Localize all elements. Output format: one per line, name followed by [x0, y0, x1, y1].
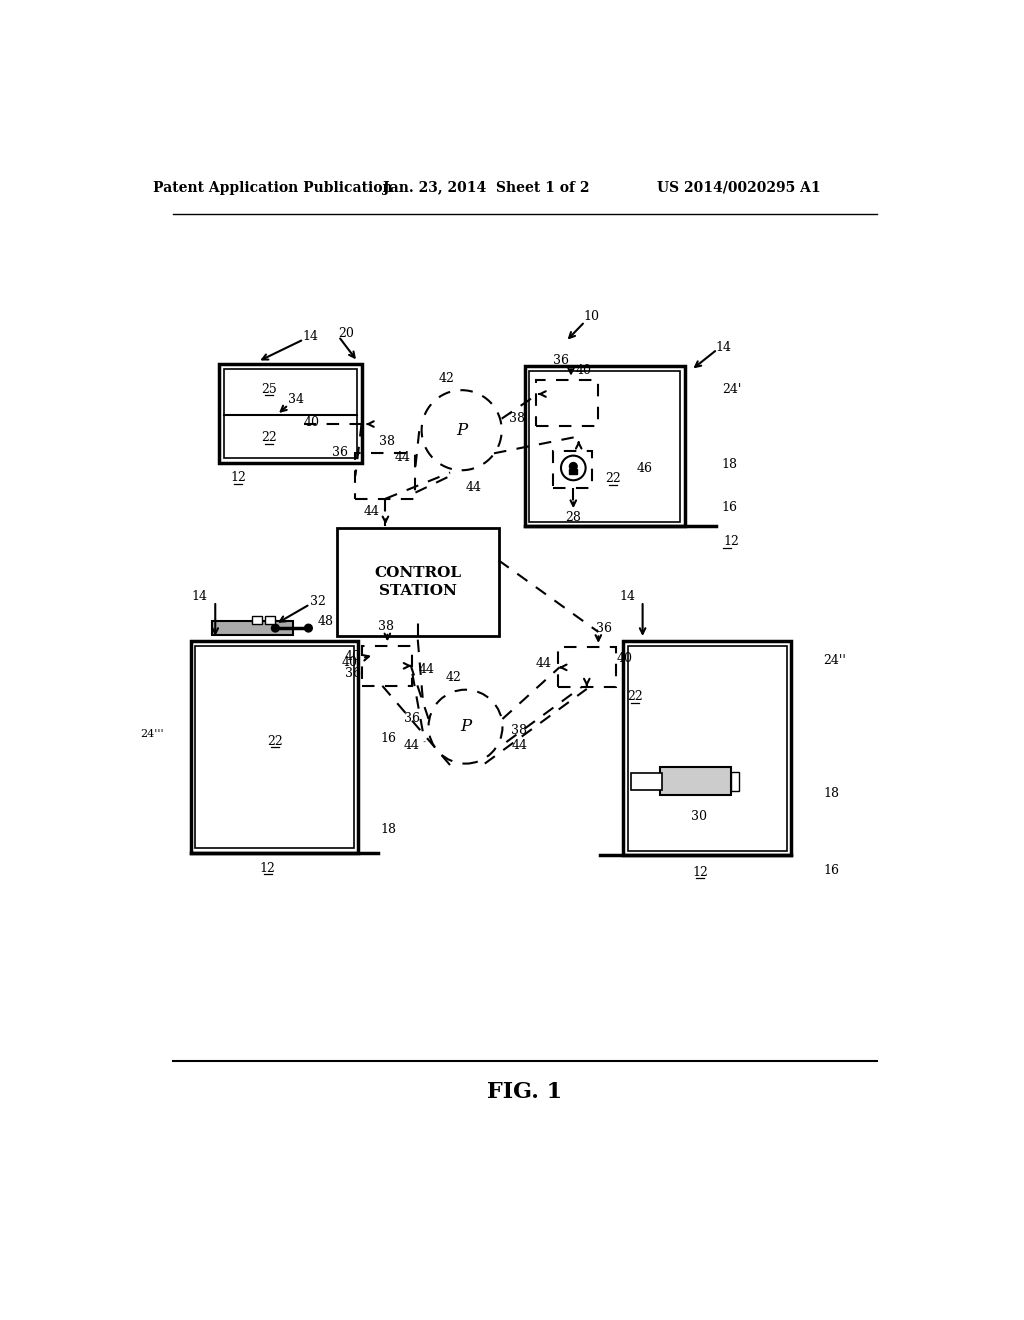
Text: 12: 12 [230, 471, 247, 484]
Text: 22: 22 [605, 473, 622, 486]
Bar [558, 647, 615, 688]
Text: 46: 46 [636, 462, 652, 475]
Bar [631, 774, 662, 789]
Text: 38: 38 [378, 620, 394, 634]
Bar [660, 767, 731, 795]
Bar [529, 371, 680, 521]
Text: 14: 14 [302, 330, 318, 343]
Bar [223, 368, 357, 458]
Bar [624, 642, 792, 855]
Text: Patent Application Publication: Patent Application Publication [154, 181, 393, 194]
Text: 20: 20 [338, 326, 354, 339]
Text: 44: 44 [364, 504, 380, 517]
Text: 34: 34 [288, 393, 304, 407]
Text: 16: 16 [722, 500, 738, 513]
Text: P: P [456, 421, 467, 438]
Circle shape [569, 462, 578, 470]
Text: 44: 44 [418, 664, 434, 676]
Bar [337, 528, 499, 636]
Text: 36: 36 [332, 446, 348, 459]
Bar [628, 645, 786, 850]
Bar [190, 642, 358, 853]
Bar [524, 367, 685, 527]
Text: 25: 25 [261, 383, 278, 396]
Bar [569, 470, 578, 474]
Text: 24'': 24'' [823, 653, 847, 667]
Text: 36: 36 [403, 713, 420, 726]
Text: 30: 30 [691, 810, 707, 824]
Text: 38: 38 [379, 436, 395, 449]
Text: 38: 38 [511, 723, 527, 737]
Text: 14: 14 [191, 590, 208, 603]
Bar [731, 772, 739, 791]
Text: 48: 48 [317, 615, 334, 628]
Bar [264, 615, 274, 624]
Bar [537, 380, 598, 426]
Text: 36: 36 [553, 354, 569, 367]
Text: 14: 14 [620, 590, 635, 603]
Bar [355, 453, 416, 499]
Text: 44: 44 [394, 450, 411, 463]
Text: 40: 40 [345, 649, 361, 663]
Text: 22: 22 [267, 735, 284, 748]
Text: 40: 40 [577, 363, 592, 376]
Text: 24': 24' [722, 383, 741, 396]
Text: 16: 16 [823, 865, 840, 878]
Text: 12: 12 [260, 862, 275, 875]
Bar [362, 645, 413, 686]
Text: FIG. 1: FIG. 1 [487, 1081, 562, 1102]
Circle shape [271, 624, 280, 632]
Bar [252, 615, 262, 624]
Text: 44: 44 [511, 739, 527, 752]
Circle shape [304, 624, 312, 632]
Text: 12: 12 [692, 866, 709, 879]
Text: Jan. 23, 2014  Sheet 1 of 2: Jan. 23, 2014 Sheet 1 of 2 [383, 181, 590, 194]
Text: 18: 18 [823, 787, 840, 800]
Text: 16: 16 [380, 733, 396, 746]
Text: 18: 18 [380, 824, 396, 837]
Text: 42: 42 [446, 671, 462, 684]
Text: 36: 36 [345, 667, 361, 680]
Text: 40: 40 [341, 656, 357, 669]
Text: 18: 18 [722, 458, 738, 471]
Text: 42: 42 [438, 372, 455, 385]
Text: P: P [460, 718, 471, 735]
Text: 24''': 24''' [140, 729, 164, 739]
Text: 22: 22 [261, 432, 278, 445]
Bar [219, 364, 361, 462]
Text: 38: 38 [509, 412, 525, 425]
Text: STATION: STATION [379, 585, 457, 598]
Text: 12: 12 [724, 536, 739, 548]
Text: 36: 36 [597, 622, 612, 635]
Text: 22: 22 [627, 690, 643, 704]
Text: 44: 44 [403, 739, 420, 752]
Text: 40: 40 [616, 652, 633, 665]
Text: 32: 32 [309, 594, 326, 607]
Text: 14: 14 [716, 341, 731, 354]
Bar [553, 451, 592, 488]
Bar [212, 622, 293, 635]
Text: 10: 10 [584, 310, 600, 323]
Text: 28: 28 [565, 511, 582, 524]
Text: 44: 44 [536, 657, 552, 669]
Bar [196, 645, 354, 849]
Text: CONTROL: CONTROL [374, 566, 462, 579]
Text: 44: 44 [465, 480, 481, 494]
Text: 40: 40 [303, 416, 319, 429]
Text: US 2014/0020295 A1: US 2014/0020295 A1 [657, 181, 820, 194]
